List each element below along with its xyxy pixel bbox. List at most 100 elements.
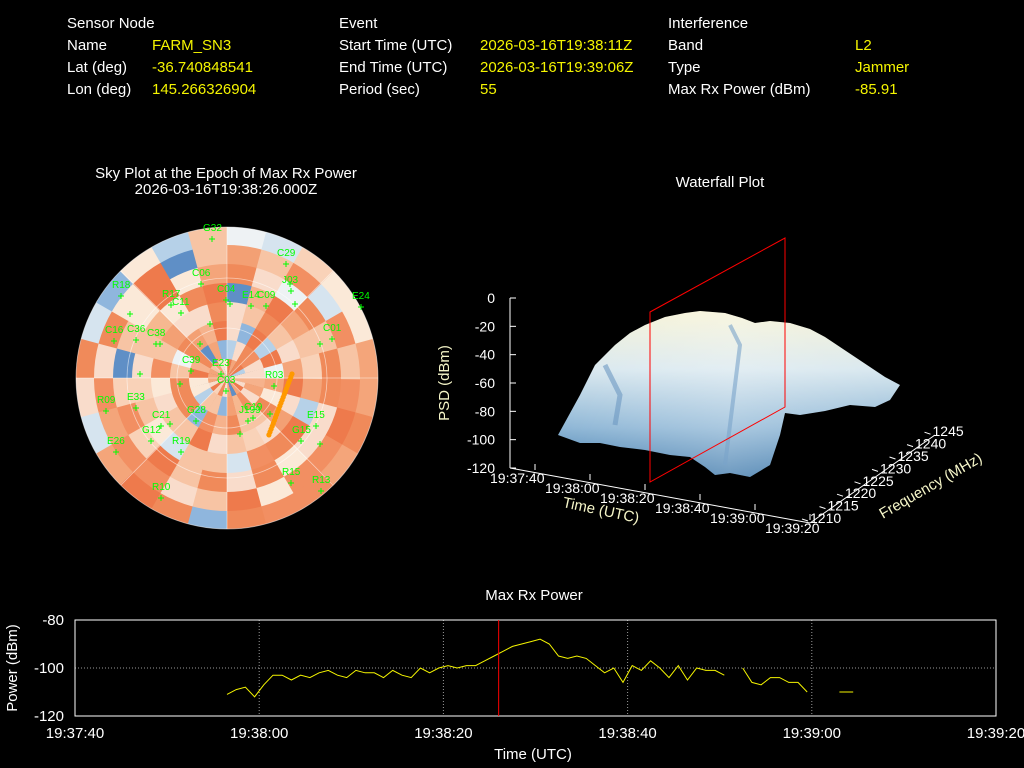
sky-cell	[188, 377, 209, 389]
svg-text:C01: C01	[323, 323, 342, 334]
satellite-c01: C01	[323, 323, 342, 342]
sky-cell	[355, 378, 378, 420]
power-trace	[226, 638, 725, 698]
y-tick-label: -80	[42, 612, 64, 629]
sky-cell	[225, 488, 262, 512]
sky-cell	[226, 396, 238, 417]
svg-text:J03: J03	[282, 275, 299, 286]
satellite-e26: E26	[107, 436, 125, 455]
satellite-e14: E14	[242, 290, 260, 309]
satellite-r03: R03	[265, 370, 284, 389]
satellite-g32: G32	[203, 224, 222, 242]
sky-cell	[325, 407, 357, 447]
satellite-g15: G15	[292, 425, 311, 444]
sky-cell	[115, 319, 146, 354]
satellite-marker	[237, 431, 243, 437]
sky-cell	[76, 376, 99, 418]
sky-cell	[150, 357, 173, 378]
event-start-value: 2026-03-16T19:38:11Z	[480, 37, 633, 54]
maxpower-y-label: Power (dBm)	[4, 624, 21, 712]
sky-cell	[273, 445, 309, 479]
satellite-c29: C29	[277, 248, 296, 267]
sky-cell	[110, 282, 148, 321]
sky-cell	[149, 492, 193, 526]
sky-cell	[240, 350, 261, 369]
interference-heading: Interference	[668, 15, 749, 32]
interference-panel: Interference Band L2 Type Jammer Max Rx Po…	[668, 13, 909, 101]
jammer-track-point	[266, 432, 272, 438]
sky-cell	[227, 360, 242, 378]
sky-cell	[198, 321, 218, 346]
skyplot-title-text: Sky Plot at the Epoch of Max Rx Power	[95, 165, 357, 182]
sky-cell	[245, 378, 266, 389]
frequency-tick	[836, 493, 844, 497]
frequency-tick	[889, 456, 896, 460]
satellite-marker	[197, 341, 203, 347]
sky-cell	[283, 458, 322, 495]
sky-cell	[293, 245, 337, 285]
sky-cell	[93, 376, 117, 413]
time-tick-label: 19:37:40	[490, 470, 545, 486]
satellite-marker	[227, 301, 233, 307]
time-tick-label: 19:38:00	[545, 480, 600, 496]
sky-cell	[292, 472, 336, 512]
sky-cell	[236, 321, 257, 346]
frequency-tick	[854, 481, 861, 485]
sky-cell	[246, 327, 269, 352]
sky-cell	[255, 311, 282, 339]
satellite-r10: R10	[152, 482, 171, 501]
maxpower-grid	[75, 619, 996, 716]
satellite-marker	[137, 371, 143, 377]
svg-text:C03: C03	[217, 375, 236, 386]
satellite-e15: E15	[307, 410, 325, 429]
sky-grid	[75, 226, 379, 530]
sky-cell	[152, 338, 178, 364]
sky-cell	[227, 378, 247, 389]
satellite-r15: R15	[282, 467, 301, 486]
sky-cell	[342, 301, 376, 345]
x-tick-label: 19:38:00	[230, 725, 288, 742]
frequency-tick-label: 1220	[845, 485, 876, 501]
satellite-marker	[292, 301, 298, 307]
satellite-r18: R18	[112, 280, 131, 299]
sky-cell	[176, 396, 201, 420]
sky-cell	[158, 476, 198, 508]
svg-text:E23: E23	[212, 358, 230, 369]
sky-cell	[207, 378, 227, 388]
sky-cell	[131, 377, 154, 403]
time-tick-label: 19:38:20	[600, 490, 655, 506]
satellite-marker	[177, 381, 183, 387]
svg-text:E26: E26	[107, 436, 125, 447]
sky-cell	[76, 336, 99, 378]
svg-text:G15: G15	[292, 425, 311, 436]
max-rx-power-chart: -80-100-120 19:37:40 19:38:00 19:38:20 19:3…	[4, 612, 1024, 763]
y-tick-label: -100	[34, 660, 64, 677]
time-tick-label: 19:38:40	[655, 500, 710, 516]
sky-cell	[197, 410, 218, 435]
sky-cell	[240, 387, 261, 406]
sky-cell	[227, 227, 269, 250]
svg-text:C21: C21	[152, 410, 171, 421]
sky-cell	[325, 311, 357, 350]
frequency-tick-label: 1245	[933, 423, 964, 439]
satellite-j199: J199	[239, 405, 261, 424]
sky-cell	[170, 348, 195, 369]
satellite-c21: C21	[152, 410, 171, 429]
sky-cell	[355, 338, 378, 380]
sky-cell	[227, 363, 245, 378]
satellite-c39: C39	[182, 355, 201, 374]
sky-cell	[341, 412, 375, 456]
svg-text:R03: R03	[265, 370, 284, 381]
sky-cell	[97, 309, 129, 349]
sky-cell	[236, 391, 255, 412]
sky-cell	[188, 303, 213, 329]
sky-cell	[216, 339, 228, 360]
sky-cell	[226, 378, 233, 398]
sky-cell	[337, 343, 361, 380]
sky-cell	[241, 427, 266, 453]
svg-text:R10: R10	[152, 482, 171, 493]
sky-cell	[231, 340, 247, 362]
svg-text:R17: R17	[162, 289, 181, 300]
psd-ticks: 0 -20 -40 -60 -80 -100 -120	[467, 290, 516, 476]
svg-text:C16: C16	[105, 325, 124, 336]
